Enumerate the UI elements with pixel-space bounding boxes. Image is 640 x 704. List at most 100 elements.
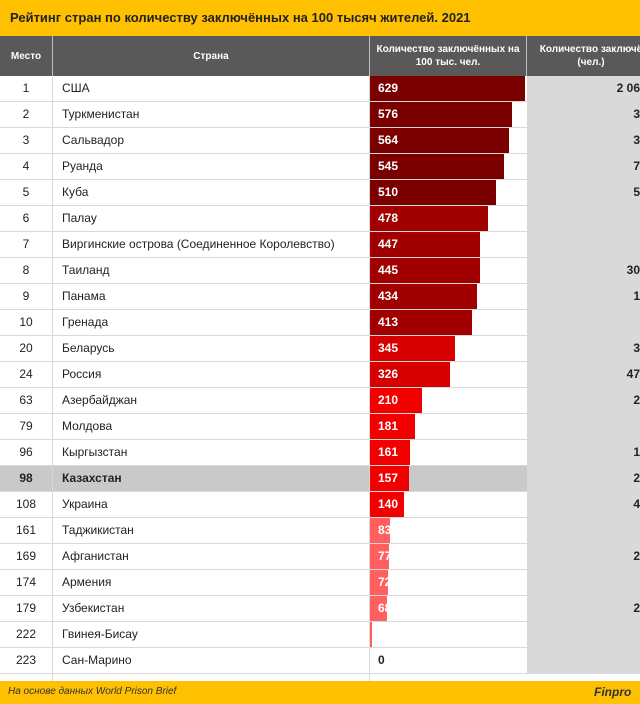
header-rate: Количество заключённых на 100 тыс. чел. bbox=[376, 44, 520, 68]
table-row: 4 Руанда 545 7 bbox=[0, 154, 640, 180]
title-bar: Рейтинг стран по количеству заключённых … bbox=[0, 0, 640, 36]
bar-value-label: 345 bbox=[378, 341, 399, 355]
table-row: 179 Узбекистан 68 2 bbox=[0, 596, 640, 622]
row-total bbox=[527, 648, 640, 673]
row-country: Туркменистан bbox=[62, 107, 140, 121]
row-country: Руанда bbox=[62, 159, 103, 173]
bar-value-label: 434 bbox=[378, 289, 399, 303]
bar bbox=[370, 206, 488, 231]
row-total-value: 4 bbox=[633, 497, 640, 511]
table-row: 10 Гренада 413 bbox=[0, 310, 640, 336]
bar bbox=[370, 570, 388, 595]
row-total-value: 3 bbox=[633, 107, 640, 121]
bar bbox=[370, 284, 477, 309]
header-country: Страна bbox=[193, 50, 229, 62]
bar-value-label: 157 bbox=[378, 471, 399, 485]
row-place: 3 bbox=[22, 133, 30, 147]
row-place: 20 bbox=[19, 341, 33, 355]
row-total bbox=[527, 206, 640, 231]
table-row: 223 Сан-Марино 0 bbox=[0, 648, 640, 674]
row-total: 2 bbox=[527, 388, 640, 413]
bar-value-label: 72 bbox=[378, 575, 392, 589]
row-total: 3 bbox=[527, 102, 640, 127]
bar bbox=[370, 102, 512, 127]
header-place: Место bbox=[10, 50, 42, 62]
row-country: Таджикистан bbox=[62, 523, 134, 537]
footer-bar: На основе данных World Prison Brief Finp… bbox=[0, 681, 640, 704]
row-total: 47 bbox=[527, 362, 640, 387]
row-place: 174 bbox=[15, 575, 37, 589]
row-total: 2 06 bbox=[527, 76, 640, 101]
bar bbox=[370, 232, 480, 257]
row-country: Таиланд bbox=[62, 263, 110, 277]
row-total: 4 bbox=[527, 492, 640, 517]
bar bbox=[370, 76, 525, 101]
row-place: 169 bbox=[15, 549, 37, 563]
row-place: 96 bbox=[19, 445, 33, 459]
bar-value-label: 447 bbox=[378, 237, 399, 251]
bar-value-label: 445 bbox=[378, 263, 399, 277]
bar-value-label: 326 bbox=[378, 367, 399, 381]
table-row: 161 Таджикистан 83 bbox=[0, 518, 640, 544]
row-country: Афганистан bbox=[62, 549, 129, 563]
row-country: Украина bbox=[62, 497, 108, 511]
table-row: 7 Виргинские острова (Соединенное Королев… bbox=[0, 232, 640, 258]
row-total: 1 bbox=[527, 284, 640, 309]
row-total: 30 bbox=[527, 258, 640, 283]
row-total: 1 bbox=[527, 440, 640, 465]
row-total: 7 bbox=[527, 154, 640, 179]
row-country: США bbox=[62, 81, 90, 95]
row-country: Кыргызстан bbox=[62, 445, 128, 459]
table-row: 79 Молдова 181 bbox=[0, 414, 640, 440]
bar bbox=[370, 544, 389, 569]
table-row: 222 Гвинея-Бисау 10 bbox=[0, 622, 640, 648]
source-note: На основе данных World Prison Brief bbox=[8, 686, 177, 697]
row-place: 98 bbox=[19, 471, 33, 485]
bar-value-label: 10 bbox=[378, 627, 392, 641]
header-divider bbox=[369, 36, 370, 76]
bar bbox=[370, 622, 372, 647]
header-divider bbox=[52, 36, 53, 76]
bar bbox=[370, 362, 450, 387]
row-place: 8 bbox=[22, 263, 30, 277]
row-place: 6 bbox=[22, 211, 30, 225]
header-total: Количество заключё (чел.) bbox=[539, 44, 640, 68]
row-country: Молдова bbox=[62, 419, 113, 433]
row-country: Беларусь bbox=[62, 341, 115, 355]
row-country: Гренада bbox=[62, 315, 109, 329]
bar bbox=[370, 180, 496, 205]
bar-value-label: 564 bbox=[378, 133, 399, 147]
table-row: 5 Куба 510 5 bbox=[0, 180, 640, 206]
row-country: Палау bbox=[62, 211, 97, 225]
row-total bbox=[527, 622, 640, 647]
bar-value-label: 68 bbox=[378, 601, 392, 615]
row-place: 4 bbox=[22, 159, 30, 173]
bar bbox=[370, 518, 390, 543]
bar-value-label: 576 bbox=[378, 107, 399, 121]
column-divider bbox=[52, 76, 53, 681]
row-country: Армения bbox=[62, 575, 112, 589]
table-row: 96 Кыргызстан 161 1 bbox=[0, 440, 640, 466]
row-place: 63 bbox=[19, 393, 33, 407]
row-place: 5 bbox=[22, 185, 30, 199]
row-country: Сальвадор bbox=[62, 133, 124, 147]
brand-logo: Finpro bbox=[594, 685, 632, 699]
bar-value-label: 77 bbox=[378, 549, 392, 563]
row-country: Сан-Марино bbox=[62, 653, 132, 667]
table-row: 6 Палау 478 bbox=[0, 206, 640, 232]
row-total-value: 2 bbox=[633, 549, 640, 563]
row-country: Панама bbox=[62, 289, 106, 303]
row-country: Узбекистан bbox=[62, 601, 125, 615]
row-total bbox=[527, 570, 640, 595]
bar-value-label: 413 bbox=[378, 315, 399, 329]
table-row: 20 Беларусь 345 3 bbox=[0, 336, 640, 362]
table-row: 8 Таиланд 445 30 bbox=[0, 258, 640, 284]
table-row: 24 Россия 326 47 bbox=[0, 362, 640, 388]
row-country: Россия bbox=[62, 367, 102, 381]
table-header: Место Страна Количество заключённых на 1… bbox=[0, 36, 640, 76]
row-country: Гвинея-Бисау bbox=[62, 627, 138, 641]
table-row: 108 Украина 140 4 bbox=[0, 492, 640, 518]
bar-value-label: 83 bbox=[378, 523, 392, 537]
row-total: 3 bbox=[527, 336, 640, 361]
bar-value-label: 140 bbox=[378, 497, 399, 511]
